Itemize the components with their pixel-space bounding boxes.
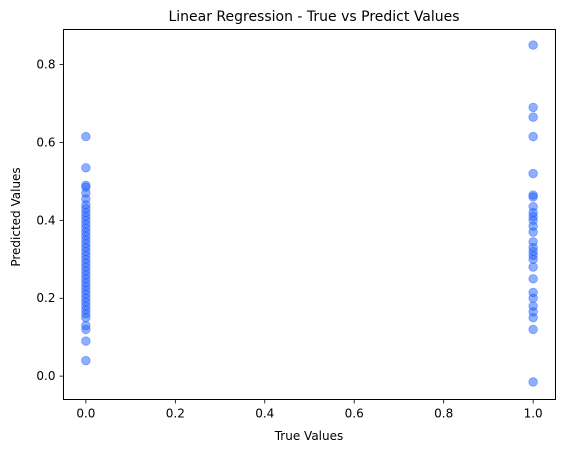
y-tick-label: 0.6 [36, 135, 55, 149]
data-point [81, 355, 91, 366]
data-point [528, 313, 538, 323]
data-points [81, 40, 538, 387]
data-point [81, 324, 91, 335]
x-tick-label: 0.2 [166, 407, 185, 421]
y-tick-label: 0.8 [36, 58, 55, 72]
y-tick-label: 0.2 [36, 291, 55, 305]
data-point [528, 40, 538, 50]
data-point [81, 336, 91, 346]
data-point [528, 227, 538, 237]
y-tick-label: 0.0 [36, 369, 55, 383]
data-point [81, 163, 91, 173]
x-tick-label: 0.8 [434, 407, 453, 421]
x-tick-label: 0.0 [76, 407, 95, 421]
data-point [528, 131, 538, 142]
data-point [528, 324, 538, 335]
data-point [528, 254, 538, 264]
x-axis-label: True Values [274, 429, 344, 443]
y-axis-label: Predicted Values [9, 167, 23, 266]
data-point [528, 112, 538, 122]
y-tick-label: 0.4 [36, 213, 55, 227]
data-point [528, 274, 538, 284]
x-tick-label: 1.0 [524, 407, 543, 421]
data-point [528, 102, 538, 113]
data-point [528, 377, 538, 387]
data-point [81, 313, 91, 323]
chart-title: Linear Regression - True vs Predict Valu… [168, 9, 459, 25]
data-point [528, 293, 538, 303]
data-point [81, 131, 91, 142]
x-axis-ticks: 0.0 0.2 0.4 0.6 0.8 1.0 [76, 399, 543, 421]
x-tick-label: 0.4 [255, 407, 274, 421]
data-point [528, 262, 538, 272]
y-axis-ticks: 0.0 0.2 0.4 0.6 0.8 [36, 58, 64, 383]
data-point [528, 192, 538, 202]
plot-frame [63, 29, 556, 400]
x-tick-label: 0.6 [345, 407, 364, 421]
data-point [528, 168, 538, 179]
